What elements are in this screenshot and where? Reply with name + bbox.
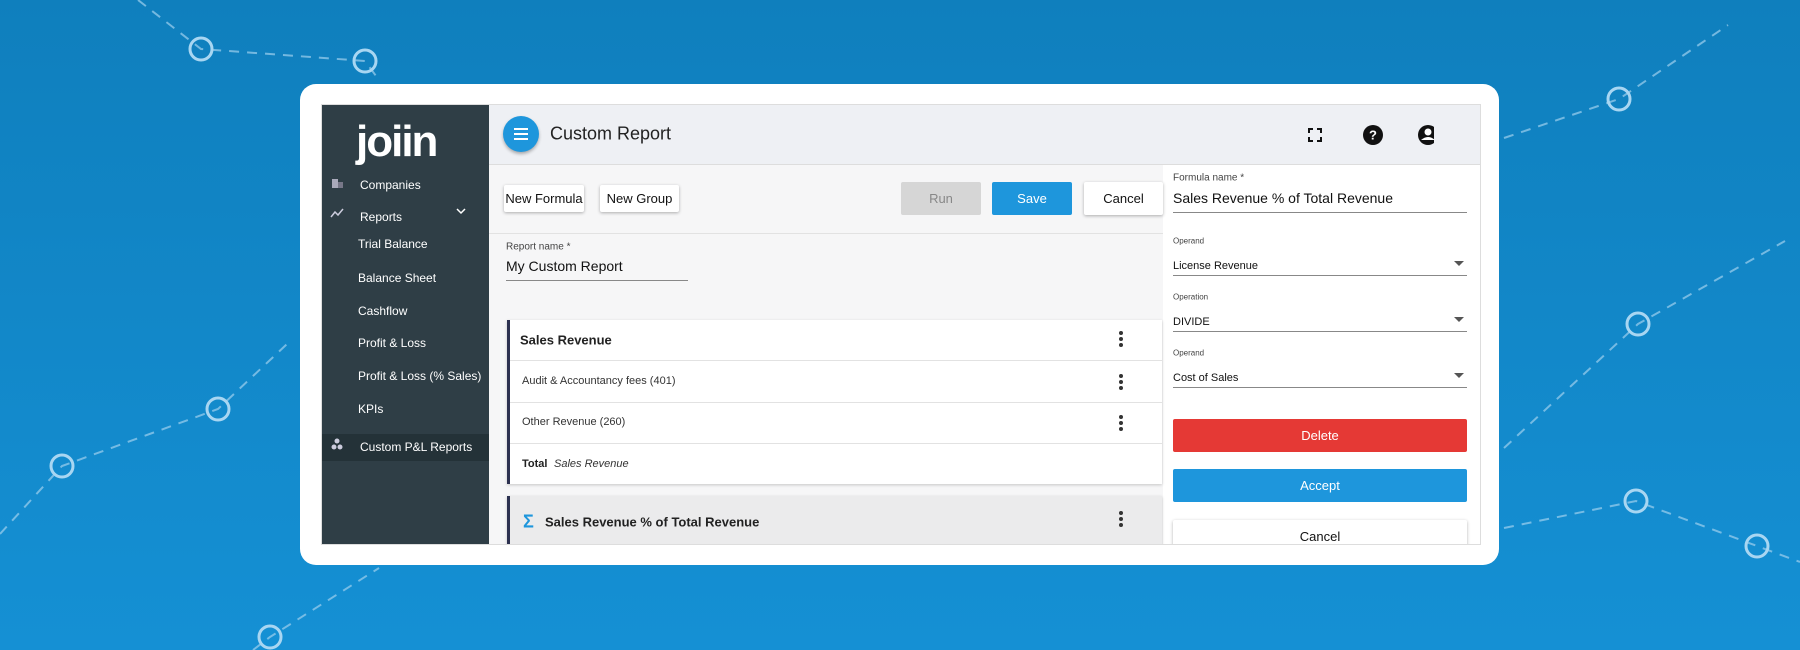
nav-active [322,434,489,461]
app: joiin Custom Report ? Companies Reports Tr… [321,104,1481,545]
nav-icons [330,179,344,450]
group-card [507,496,1162,544]
nav-item[interactable]: Companies [360,178,421,192]
group-title: Sales Revenue [520,332,612,348]
underline [506,280,688,281]
field-label: Operation [1173,292,1209,302]
toolbar-button[interactable]: Cancel [1084,182,1163,215]
divider [510,360,1162,361]
toolbar-button[interactable]: Save [992,182,1072,215]
group-symbol: Σ [523,511,534,532]
panel-button[interactable]: Accept [1173,469,1467,502]
field-label: Operand [1173,348,1205,358]
field-value[interactable]: License Revenue [1173,260,1259,272]
nav-item[interactable]: Profit & Loss (% Sales) [358,369,482,383]
underline [1173,387,1467,388]
field-value[interactable]: Sales Revenue % of Total Revenue [1173,190,1393,206]
divider [489,233,1163,234]
kebab[interactable] [1119,415,1123,433]
svg-text:?: ? [1369,128,1377,143]
field-value[interactable]: Cost of Sales [1173,372,1239,384]
group-row: Audit & Accountancy fees (401) [522,375,676,387]
nav-item[interactable]: Custom P&L Reports [360,440,473,454]
field-label: Operand [1173,236,1205,246]
toolbar-button[interactable]: New Formula [504,185,584,212]
toolbar-button[interactable]: Run [901,182,981,215]
logo: joiin [356,117,438,166]
nav-item[interactable]: Profit & Loss [358,336,427,350]
group-row: Other Revenue (260) [522,416,626,428]
underline [1173,212,1467,213]
nav-item[interactable]: Cashflow [358,304,408,318]
field-value[interactable]: DIVIDE [1173,316,1210,328]
nav-item[interactable]: Trial Balance [358,237,428,251]
dropdown-arrow[interactable] [1454,373,1464,378]
field-label: Report name * [506,241,571,253]
kebab[interactable] [1119,331,1123,349]
kebab[interactable] [1119,374,1123,392]
divider [510,443,1162,444]
field-value[interactable]: My Custom Report [506,258,623,274]
nav-item[interactable]: Balance Sheet [358,271,437,285]
kebab[interactable] [1119,511,1123,529]
field-label: Formula name * [1173,172,1245,184]
header [489,105,1480,165]
header-title: Custom Report [550,123,672,144]
total-name: Sales Revenue [554,458,629,470]
panel-button[interactable]: Cancel [1173,520,1467,544]
dropdown-arrow[interactable] [1454,317,1464,322]
nav-item[interactable]: Reports [360,210,403,224]
toolbar-button[interactable]: New Group [600,185,679,212]
nav-item[interactable]: KPIs [358,402,384,416]
underline [1173,331,1467,332]
divider [510,402,1162,403]
chevron [456,208,466,215]
menu-button[interactable] [503,116,539,152]
group-title: Sales Revenue % of Total Revenue [545,514,760,530]
underline [1173,275,1467,276]
sidebar [322,105,489,544]
header-icons[interactable]: ? [1304,124,1434,146]
dropdown-arrow[interactable] [1454,261,1464,266]
total-label: Total [522,458,548,470]
panel-button[interactable]: Delete [1173,419,1467,452]
